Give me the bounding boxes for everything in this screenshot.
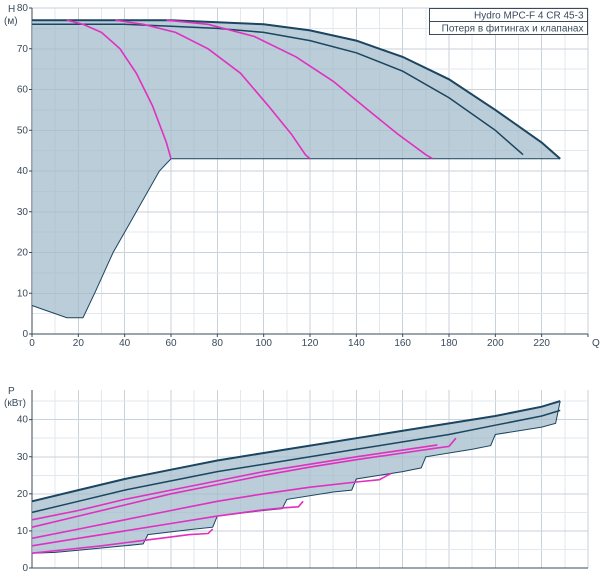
chart-title-line2: Потеря в фитингах и клапанах	[442, 23, 584, 35]
x-tick-label: 220	[533, 338, 550, 349]
y-tick-label: 0	[22, 563, 28, 574]
x-tick-label: 200	[487, 338, 504, 349]
pump-curve-chart: 0102030405060708002040608010012014016018…	[0, 0, 600, 582]
y-tick-label: 0	[22, 329, 28, 340]
y-tick-label: 40	[17, 415, 29, 426]
y-axis-label-1: H	[8, 4, 15, 15]
y-tick-label: 10	[17, 288, 29, 299]
y-tick-label: 10	[17, 526, 29, 537]
x-axis-label: Q(м?/ч)	[592, 338, 600, 349]
chart-svg: 0102030405060708002040608010012014016018…	[0, 0, 600, 582]
x-tick-label: 20	[73, 338, 85, 349]
x-tick-label: 40	[119, 338, 131, 349]
y-tick-label: 80	[17, 3, 29, 14]
x-tick-label: 140	[348, 338, 365, 349]
x-tick-label: 180	[441, 338, 458, 349]
y-tick-label: 40	[17, 166, 29, 177]
y-tick-label: 30	[17, 207, 29, 218]
y-axis-label-1: P	[8, 386, 15, 397]
y-tick-label: 20	[17, 489, 29, 500]
chart-title-line1: Hydro MPC-F 4 CR 45-3	[474, 11, 584, 22]
y-tick-label: 30	[17, 452, 29, 463]
x-tick-label: 100	[255, 338, 272, 349]
y-tick-label: 20	[17, 248, 29, 259]
y-axis-label-2: (кВт)	[4, 398, 26, 409]
y-tick-label: 60	[17, 85, 29, 96]
x-tick-label: 80	[212, 338, 224, 349]
x-tick-label: 160	[394, 338, 411, 349]
x-tick-label: 60	[165, 338, 177, 349]
y-tick-label: 70	[17, 44, 29, 55]
y-tick-label: 50	[17, 125, 29, 136]
x-tick-label: 120	[302, 338, 319, 349]
y-axis-label-2: (м)	[4, 16, 18, 27]
x-tick-label: 0	[29, 338, 35, 349]
